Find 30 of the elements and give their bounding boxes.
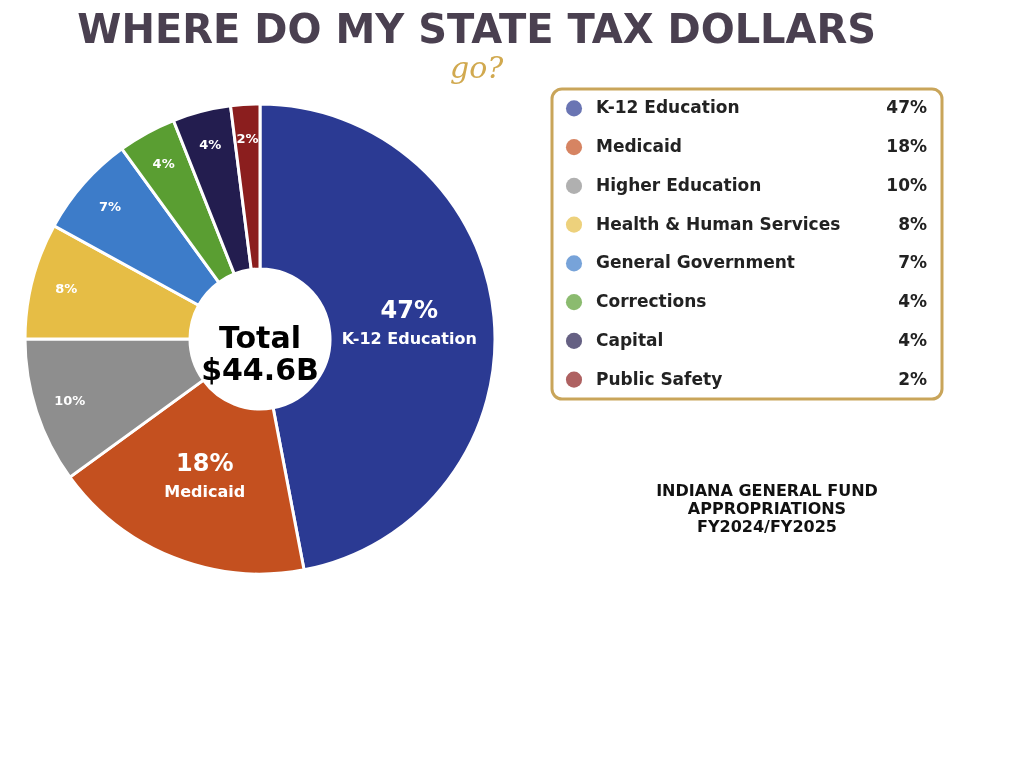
legend-label: General Government: [596, 252, 795, 273]
text: 18%: [886, 136, 927, 157]
data-label: 2%: [236, 131, 259, 147]
data-label: 18%: [176, 449, 234, 478]
text: 4%: [898, 291, 927, 312]
legend-label: Higher Education: [596, 174, 762, 195]
text: Total $44.6B: [201, 320, 319, 387]
legend-label: Medicaid: [596, 136, 682, 157]
legend-label: Capital: [596, 329, 664, 350]
slice-label: Medicaid: [164, 482, 246, 502]
text: INDIANA GENERAL FUND APPROPRIATIONS FY2024/FY2025: [656, 481, 878, 536]
legend-label: Public Safety: [596, 368, 723, 389]
text: 47%: [886, 97, 927, 118]
legend-label: Corrections: [596, 291, 707, 312]
chart-subtitle: go?: [450, 49, 505, 85]
text: 7%: [898, 252, 927, 273]
legend-label: K-12 Education: [596, 97, 740, 118]
data-label: 7%: [98, 198, 122, 214]
data-label: 4%: [199, 137, 222, 153]
data-label: 47%: [380, 295, 439, 324]
slice-label: K-12 Education: [341, 328, 477, 348]
data-label: 8%: [55, 281, 78, 297]
chart-title: WHERE DO MY STATE TAX DOLLARS: [77, 5, 877, 52]
text: 8%: [898, 213, 927, 234]
text: 4%: [898, 329, 927, 350]
legend-label: Health & Human Services: [596, 213, 841, 234]
data-label: 4%: [152, 155, 175, 171]
text: 2%: [898, 368, 927, 389]
text: 10%: [886, 174, 927, 195]
data-label: 10%: [54, 392, 86, 408]
